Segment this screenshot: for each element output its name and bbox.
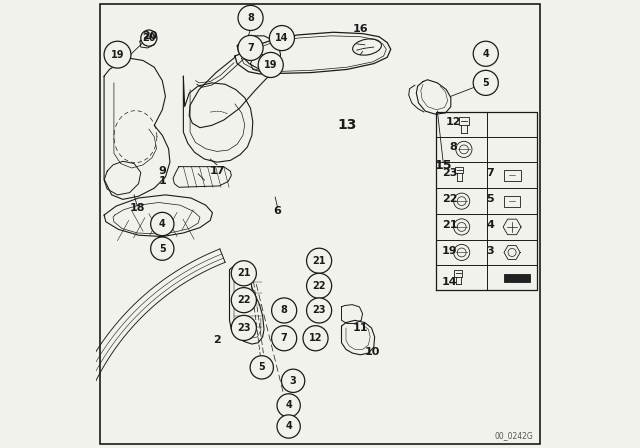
Circle shape bbox=[307, 273, 332, 298]
Circle shape bbox=[277, 394, 300, 417]
Text: 4: 4 bbox=[285, 422, 292, 431]
Text: 12: 12 bbox=[445, 117, 461, 127]
Text: 2: 2 bbox=[213, 335, 221, 345]
Circle shape bbox=[282, 369, 305, 392]
Text: 00_0242G: 00_0242G bbox=[494, 431, 533, 440]
Text: 5: 5 bbox=[486, 194, 494, 204]
Text: 5: 5 bbox=[159, 244, 166, 254]
Circle shape bbox=[150, 237, 174, 260]
Bar bbox=[456, 167, 463, 173]
Text: 5: 5 bbox=[259, 362, 265, 372]
Circle shape bbox=[473, 41, 499, 66]
Circle shape bbox=[231, 315, 257, 340]
Text: 3: 3 bbox=[486, 246, 494, 256]
Circle shape bbox=[271, 298, 297, 323]
Circle shape bbox=[277, 415, 300, 438]
Circle shape bbox=[271, 326, 297, 351]
Circle shape bbox=[150, 212, 174, 236]
Text: 4: 4 bbox=[159, 219, 166, 229]
Bar bbox=[504, 274, 529, 282]
Text: 21: 21 bbox=[312, 256, 326, 266]
Text: 7: 7 bbox=[247, 43, 254, 53]
Text: 9: 9 bbox=[158, 166, 166, 176]
Text: 8: 8 bbox=[450, 142, 458, 152]
Circle shape bbox=[307, 248, 332, 273]
Text: 10: 10 bbox=[365, 347, 381, 357]
Circle shape bbox=[238, 35, 263, 60]
Text: 14: 14 bbox=[442, 277, 458, 287]
Circle shape bbox=[104, 41, 131, 68]
Text: 22: 22 bbox=[237, 295, 251, 305]
Text: 5: 5 bbox=[483, 78, 489, 88]
Bar bbox=[504, 195, 520, 207]
Circle shape bbox=[238, 5, 263, 30]
Text: 7: 7 bbox=[486, 168, 494, 178]
Circle shape bbox=[473, 70, 499, 95]
Text: 19: 19 bbox=[264, 60, 278, 70]
Text: 8: 8 bbox=[247, 13, 254, 23]
Text: 21: 21 bbox=[237, 268, 251, 278]
Text: 4: 4 bbox=[483, 49, 489, 59]
Text: 19: 19 bbox=[111, 50, 124, 60]
Bar bbox=[459, 117, 469, 125]
Bar bbox=[454, 270, 462, 277]
Circle shape bbox=[250, 356, 273, 379]
Text: 4: 4 bbox=[486, 220, 494, 230]
Text: 7: 7 bbox=[281, 333, 287, 343]
Text: 23: 23 bbox=[312, 306, 326, 315]
Text: 21: 21 bbox=[442, 220, 458, 230]
Text: 1: 1 bbox=[159, 177, 166, 186]
Text: 16: 16 bbox=[353, 24, 368, 34]
Text: 22: 22 bbox=[442, 194, 458, 204]
Bar bbox=[504, 169, 520, 181]
Circle shape bbox=[258, 52, 284, 78]
Circle shape bbox=[141, 30, 157, 46]
Text: 20: 20 bbox=[142, 31, 157, 41]
Text: 12: 12 bbox=[308, 333, 323, 343]
Text: 17: 17 bbox=[209, 166, 225, 176]
Circle shape bbox=[231, 288, 257, 313]
Text: 20: 20 bbox=[142, 33, 156, 43]
Text: 3: 3 bbox=[290, 376, 296, 386]
Text: 11: 11 bbox=[353, 323, 368, 333]
Circle shape bbox=[307, 298, 332, 323]
Text: 8: 8 bbox=[281, 306, 287, 315]
Text: 23: 23 bbox=[442, 168, 458, 178]
Text: 13: 13 bbox=[337, 118, 356, 133]
Text: 15: 15 bbox=[435, 159, 452, 172]
Text: 22: 22 bbox=[312, 281, 326, 291]
Text: 4: 4 bbox=[285, 401, 292, 410]
Text: 23: 23 bbox=[237, 323, 251, 333]
Circle shape bbox=[303, 326, 328, 351]
Text: 14: 14 bbox=[275, 33, 289, 43]
Text: 19: 19 bbox=[442, 246, 458, 256]
Circle shape bbox=[231, 261, 257, 286]
Circle shape bbox=[269, 26, 294, 51]
Text: 6: 6 bbox=[273, 206, 282, 215]
Text: 18: 18 bbox=[129, 203, 145, 213]
